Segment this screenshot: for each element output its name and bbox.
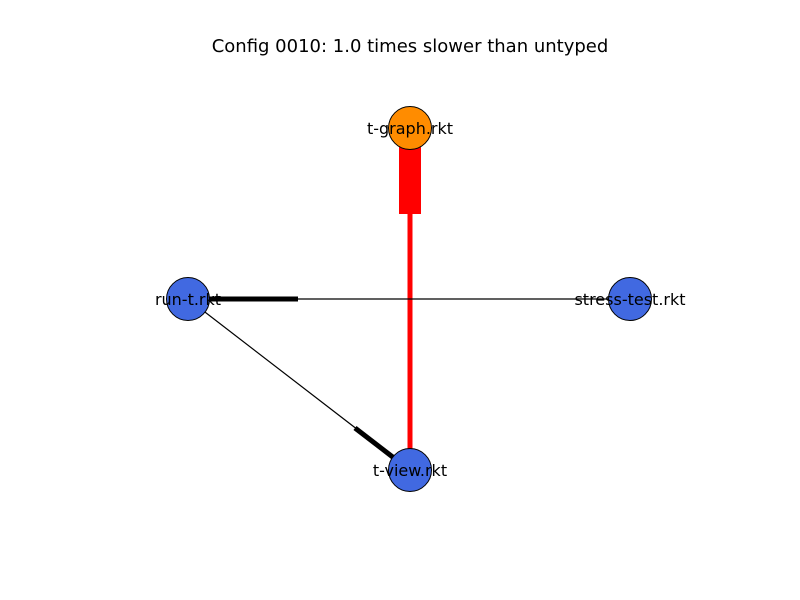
node-circle xyxy=(608,277,652,321)
node-t-view[interactable]: t-view.rkt xyxy=(373,448,447,492)
node-t-graph[interactable]: t-graph.rkt xyxy=(367,106,453,150)
node-label: run-t.rkt xyxy=(155,290,221,309)
node-circle xyxy=(388,106,432,150)
node-label: t-view.rkt xyxy=(373,461,447,480)
node-circle xyxy=(166,277,210,321)
edge-arrow-head xyxy=(353,426,396,460)
edge-run-t-t-view xyxy=(187,298,411,471)
graph-title: Config 0010: 1.0 times slower than untyp… xyxy=(212,36,609,57)
node-circle xyxy=(388,448,432,492)
node-label: stress-test.rkt xyxy=(574,290,685,309)
node-label: t-graph.rkt xyxy=(367,119,453,138)
node-stress-test[interactable]: stress-test.rkt xyxy=(574,277,686,321)
edge-arrow-head xyxy=(399,140,421,214)
node-run-t[interactable]: run-t.rkt xyxy=(155,277,221,321)
